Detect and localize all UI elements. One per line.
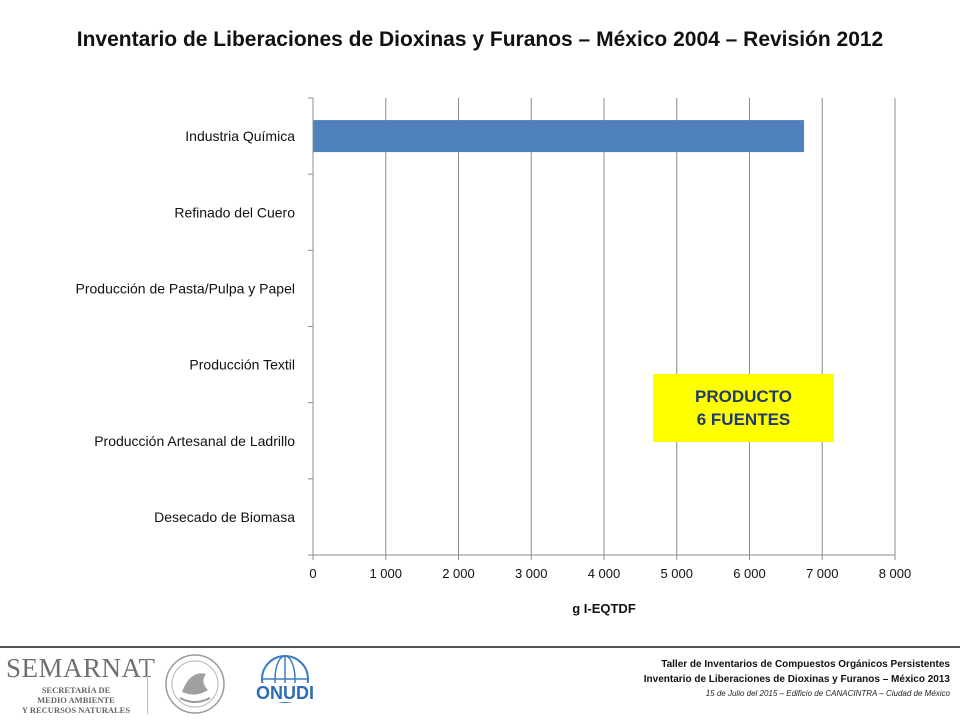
x-tick-label: 1 000 — [369, 566, 402, 581]
bar-chart: Industria Química Refinado del Cuero Produ… — [76, 97, 911, 616]
semarnat-subtitle: SECRETARÍA DE MEDIO AMBIENTE Y RECURSOS … — [6, 685, 146, 715]
category-label: Desecado de Biomasa — [154, 509, 295, 525]
category-label: Producción Artesanal de Ladrillo — [94, 433, 295, 449]
footer-line-3: 15 de Julio del 2015 – Edificio de CANAC… — [705, 689, 950, 698]
category-label: Producción Textil — [189, 357, 295, 373]
footer-text: Taller de Inventarios de Compuestos Orgá… — [644, 657, 950, 701]
x-tick-label: 8 000 — [879, 566, 912, 581]
category-label: Refinado del Cuero — [174, 204, 295, 220]
x-tick-label: 3 000 — [515, 566, 548, 581]
axes — [308, 97, 896, 560]
tick-labels: 0 1 000 2 000 3 000 4 000 5 000 6 000 7 000 8 00… — [309, 566, 911, 581]
onudi-wordmark: ONUDI — [256, 683, 314, 703]
x-tick-label: 6 000 — [733, 566, 766, 581]
semarnat-wordmark: SEMARNAT — [6, 653, 156, 683]
footer-line-2: Inventario de Liberaciones de Dioxinas y… — [643, 674, 950, 685]
semarnat-sub-1: SECRETARÍA DE — [41, 685, 111, 695]
category-label: Producción de Pasta/Pulpa y Papel — [76, 280, 295, 296]
semarnat-sub-2: MEDIO AMBIENTE — [37, 695, 115, 705]
x-tick-label: 7 000 — [806, 566, 839, 581]
category-label: Industria Química — [185, 128, 295, 144]
bars — [313, 120, 805, 153]
x-tick-label: 2 000 — [442, 566, 475, 581]
chart-title: Inventario de Liberaciones de Dioxinas y… — [76, 28, 884, 51]
onudi-logo: ONUDI — [256, 655, 314, 703]
bar — [313, 120, 805, 153]
logo-separator — [147, 658, 148, 714]
semarnat-logo: SEMARNAT SECRETARÍA DE MEDIO AMBIENTE Y … — [6, 653, 156, 715]
x-tick-label: 5 000 — [660, 566, 693, 581]
footer-line-1: Taller de Inventarios de Compuestos Orgá… — [661, 659, 950, 670]
x-tick-label: 4 000 — [588, 566, 621, 581]
footer-divider — [0, 646, 960, 648]
category-labels: Industria Química Refinado del Cuero Produ… — [76, 128, 296, 525]
gridlines — [385, 98, 896, 555]
x-tick-label: 0 — [309, 566, 316, 581]
annotation-line1: PRODUCTO — [695, 387, 792, 406]
x-axis-title: g I-EQTDF — [572, 601, 636, 616]
annotation-callout: PRODUCTO 6 FUENTES — [653, 374, 834, 442]
semarnat-sub-3: Y RECURSOS NATURALES — [21, 705, 131, 715]
mexico-seal-icon — [165, 654, 225, 714]
annotation-line2: 6 FUENTES — [696, 410, 791, 429]
